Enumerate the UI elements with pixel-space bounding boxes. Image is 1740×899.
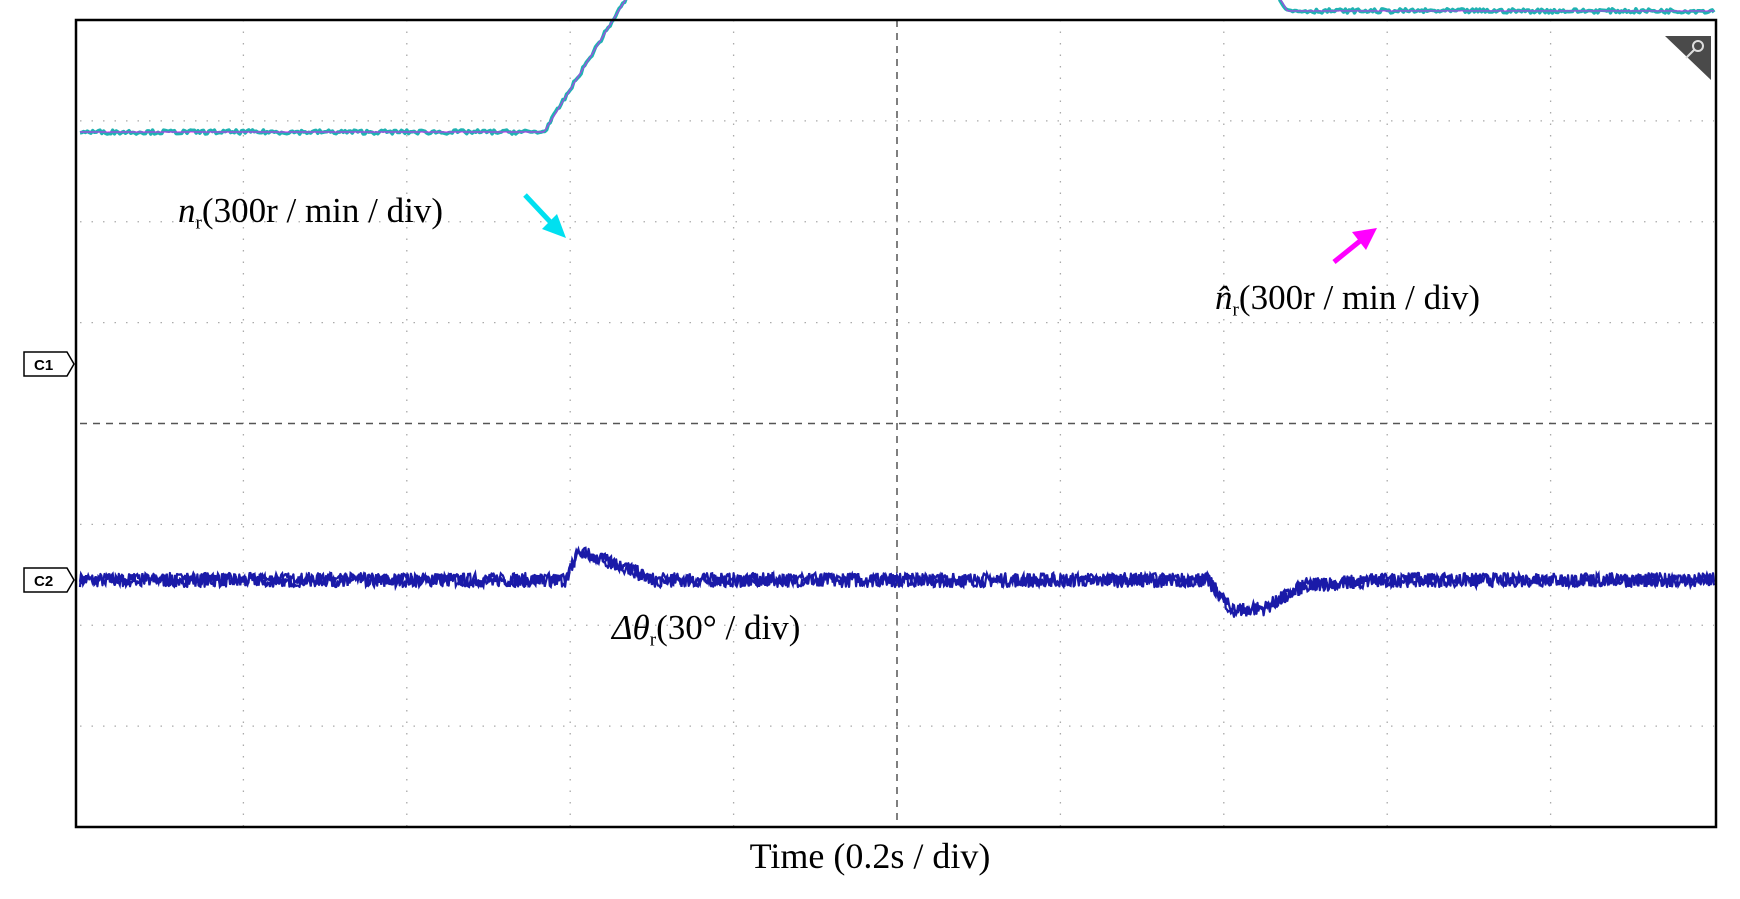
channel-marker-c1-label: C1	[34, 357, 53, 374]
grid	[80, 20, 1714, 827]
label-delta-theta-r-symbol: Δθ	[612, 608, 650, 647]
channel-marker-c2-label: C2	[34, 573, 53, 590]
label-delta-theta-r: Δθr(30° / div)	[612, 610, 800, 650]
label-delta-theta-r-scale: (30° / div)	[656, 608, 801, 647]
plot-frame	[74, 18, 1718, 829]
label-n-hat-r-scale: (300r / min / div)	[1238, 278, 1481, 317]
label-n-hat-r-symbol: n̂	[1215, 278, 1233, 317]
channel-marker-c2[interactable]: C2	[23, 567, 75, 593]
label-n-r-scale: (300r / min / div)	[201, 191, 444, 230]
label-n-r: nr(300r / min / div)	[178, 193, 443, 233]
label-n-r-subscript: r	[195, 212, 202, 234]
traces	[78, 0, 1716, 618]
arrow-n-r	[523, 193, 566, 238]
trace-n-hat-r	[80, 0, 1714, 133]
x-axis-label: Time (0.2s / div)	[749, 836, 991, 876]
arrow-n-hat-r	[1332, 228, 1377, 264]
trace-delta-theta-r-envelope	[78, 545, 1716, 618]
zoom-icon[interactable]	[1665, 36, 1711, 80]
label-delta-theta-r-subscript: r	[649, 629, 657, 651]
label-n-r-symbol: n	[178, 191, 196, 230]
label-n-hat-r-subscript: r	[1232, 299, 1239, 321]
channel-marker-c1[interactable]: C1	[23, 351, 75, 377]
label-n-hat-r: n̂r(300r / min / div)	[1215, 280, 1480, 320]
